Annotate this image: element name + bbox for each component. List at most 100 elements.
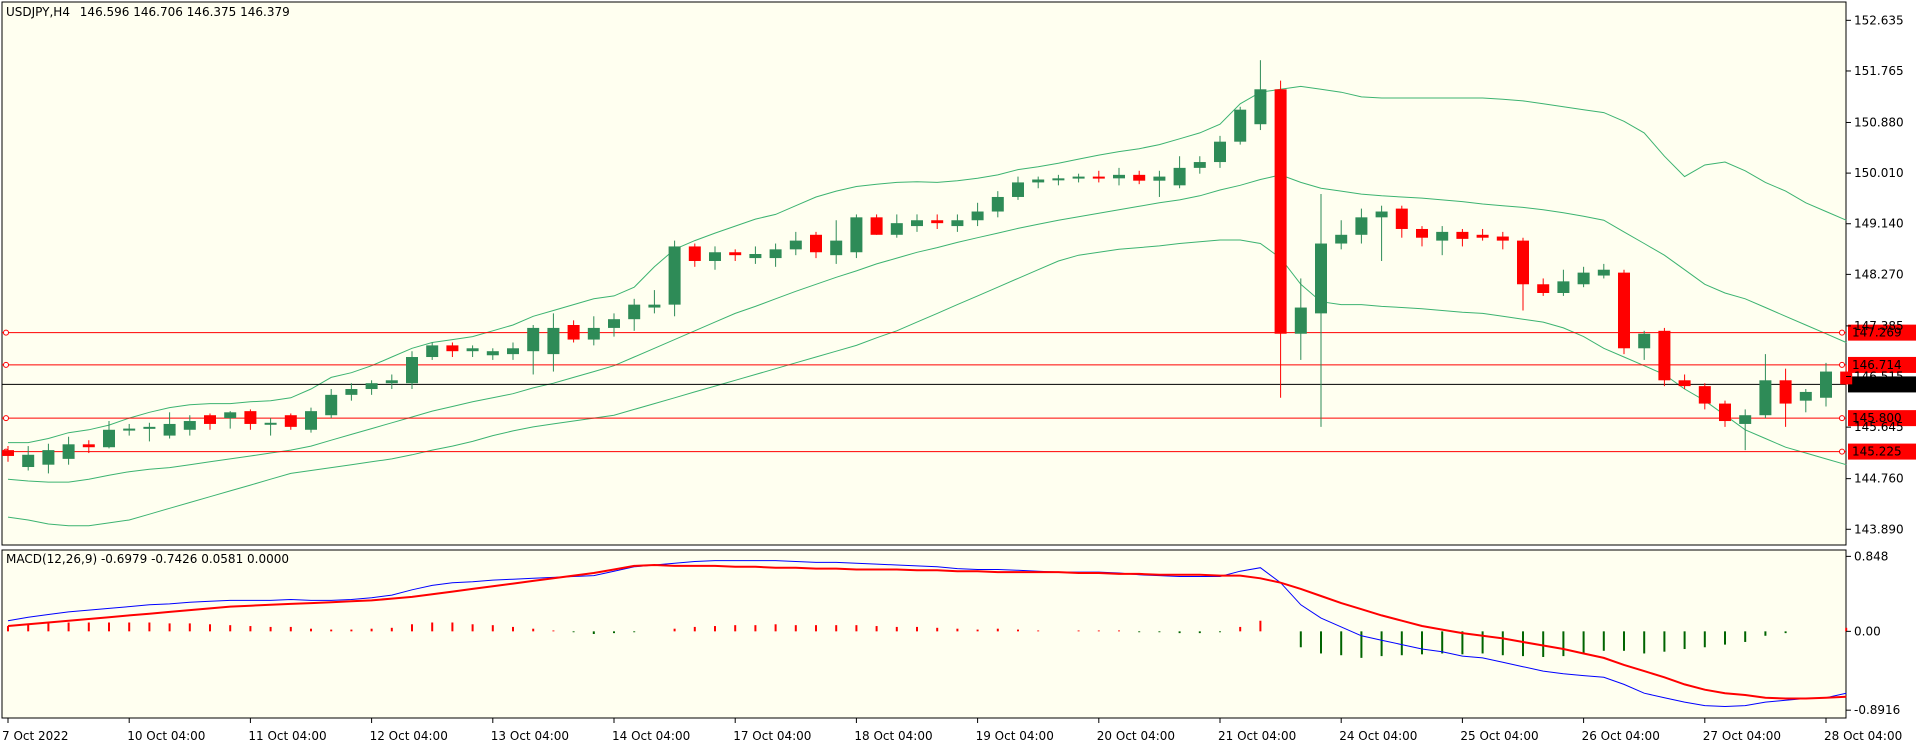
level-label-1: 146.714 (1852, 358, 1902, 372)
candle-body (830, 240, 843, 256)
candle-body (628, 304, 641, 320)
price-tick-label: 149.140 (1854, 217, 1904, 231)
candle-body (143, 426, 156, 429)
ohlc-values: 146.596 146.706 146.375 146.379 (80, 5, 290, 19)
candle-body (62, 444, 75, 459)
current-price-tag (1848, 376, 1916, 393)
level-label-2: 145.800 (1852, 411, 1902, 425)
candle-body (749, 254, 762, 259)
candle-body (1173, 167, 1186, 186)
candle-body (1557, 281, 1570, 293)
price-pane[interactable] (1, 1, 1847, 546)
level-handle-right-2 (1839, 415, 1845, 422)
candle-body (1799, 391, 1812, 401)
macd-tick-label: 0.00 (1854, 624, 1881, 638)
candle-body (1133, 174, 1146, 181)
level-tag-3 (1848, 443, 1916, 460)
candle-body (163, 423, 176, 436)
candle-body (1294, 307, 1307, 334)
candle-body (1618, 272, 1630, 349)
candle-body (1537, 284, 1550, 293)
candle-body (587, 327, 600, 340)
level-handle-0 (3, 329, 9, 336)
price-tick-label: 150.010 (1854, 166, 1904, 180)
time-tick-label: 25 Oct 04:00 (1460, 729, 1538, 743)
bollinger-upper (8, 85, 1847, 444)
candle-body (850, 217, 863, 253)
candle-body (911, 220, 923, 227)
candle-body (1193, 162, 1206, 168)
candles (2, 60, 1853, 474)
price-tick-label: 151.765 (1854, 64, 1904, 78)
candle-body (345, 389, 358, 395)
candle-body (224, 412, 237, 419)
candle-body (1052, 178, 1065, 181)
level-tag-0 (1848, 324, 1916, 341)
candle-body (1638, 333, 1651, 349)
candle-body (365, 383, 378, 390)
candle-body (466, 348, 479, 352)
candle-body (931, 220, 944, 224)
horizontal-levels[interactable]: 147.269 146.714 145.800 145.225 146.379 (2, 324, 1916, 460)
price-pane-background (1, 1, 1847, 546)
current-price-label: 146.379 (1852, 377, 1902, 391)
candle-body (385, 380, 398, 384)
candle-body (42, 450, 55, 465)
macd-indicator: 0.848 0.00 -0.8916 (7, 549, 1900, 717)
candle-body (890, 223, 903, 235)
level-tag-2 (1848, 410, 1916, 427)
candle-body (547, 327, 560, 355)
candle-body (284, 415, 297, 427)
price-tick-label: 150.880 (1854, 115, 1904, 129)
candle-body (1517, 240, 1529, 285)
time-tick-label: 20 Oct 04:00 (1097, 729, 1175, 743)
time-tick-label: 28 Oct 04:00 (1824, 729, 1902, 743)
candle-body (668, 246, 681, 305)
time-tick-label: 11 Oct 04:00 (248, 729, 326, 743)
macd-signal-line (7, 563, 1847, 700)
candle-body (1274, 89, 1287, 334)
time-tick-label: 14 Oct 04:00 (612, 729, 690, 743)
candle-body (1072, 176, 1085, 179)
candle-body (729, 252, 742, 256)
candle-body (446, 345, 459, 352)
candle-body (103, 429, 115, 448)
level-handle-1 (3, 361, 9, 368)
candle-body (1254, 89, 1267, 125)
candle-body (789, 240, 802, 250)
candle-body (1779, 380, 1792, 404)
candle-body (870, 217, 883, 235)
candle-body (1315, 243, 1327, 314)
candle-body (769, 249, 782, 259)
time-tick-label: 13 Oct 04:00 (491, 729, 569, 743)
candle-body (951, 220, 964, 227)
candle-body (1476, 234, 1489, 238)
chart-header: USDJPY,H4 146.596 146.706 146.375 146.37… (6, 5, 290, 19)
candle-body (264, 422, 277, 425)
price-tick-label: 148.270 (1854, 267, 1904, 281)
candle-body (1456, 231, 1469, 239)
macd-pane-background (1, 549, 1847, 719)
candle-body (1375, 211, 1388, 218)
candle-body (1436, 231, 1449, 241)
candle-body (426, 345, 439, 358)
candle-body (991, 196, 1004, 212)
candle-body (244, 411, 257, 424)
candle-body (82, 444, 95, 448)
candle-body (1577, 272, 1590, 285)
candle-body (406, 357, 418, 384)
candle-body (1012, 182, 1024, 197)
candle-body (1335, 234, 1348, 244)
candle-body (507, 348, 519, 355)
candle-body (305, 411, 317, 430)
candle-body (1840, 371, 1853, 385)
candle-body (1395, 208, 1408, 229)
macd-pane[interactable] (1, 549, 1847, 719)
price-axis: 143.890 144.760 145.645 146.515 147.385 148.2… (1846, 13, 1904, 536)
candle-body (1234, 109, 1247, 142)
bollinger-lower (7, 239, 1847, 527)
price-tick-label: 146.515 (1854, 370, 1904, 384)
time-tick-label: 19 Oct 04:00 (976, 729, 1054, 743)
candle-body (1739, 415, 1752, 424)
